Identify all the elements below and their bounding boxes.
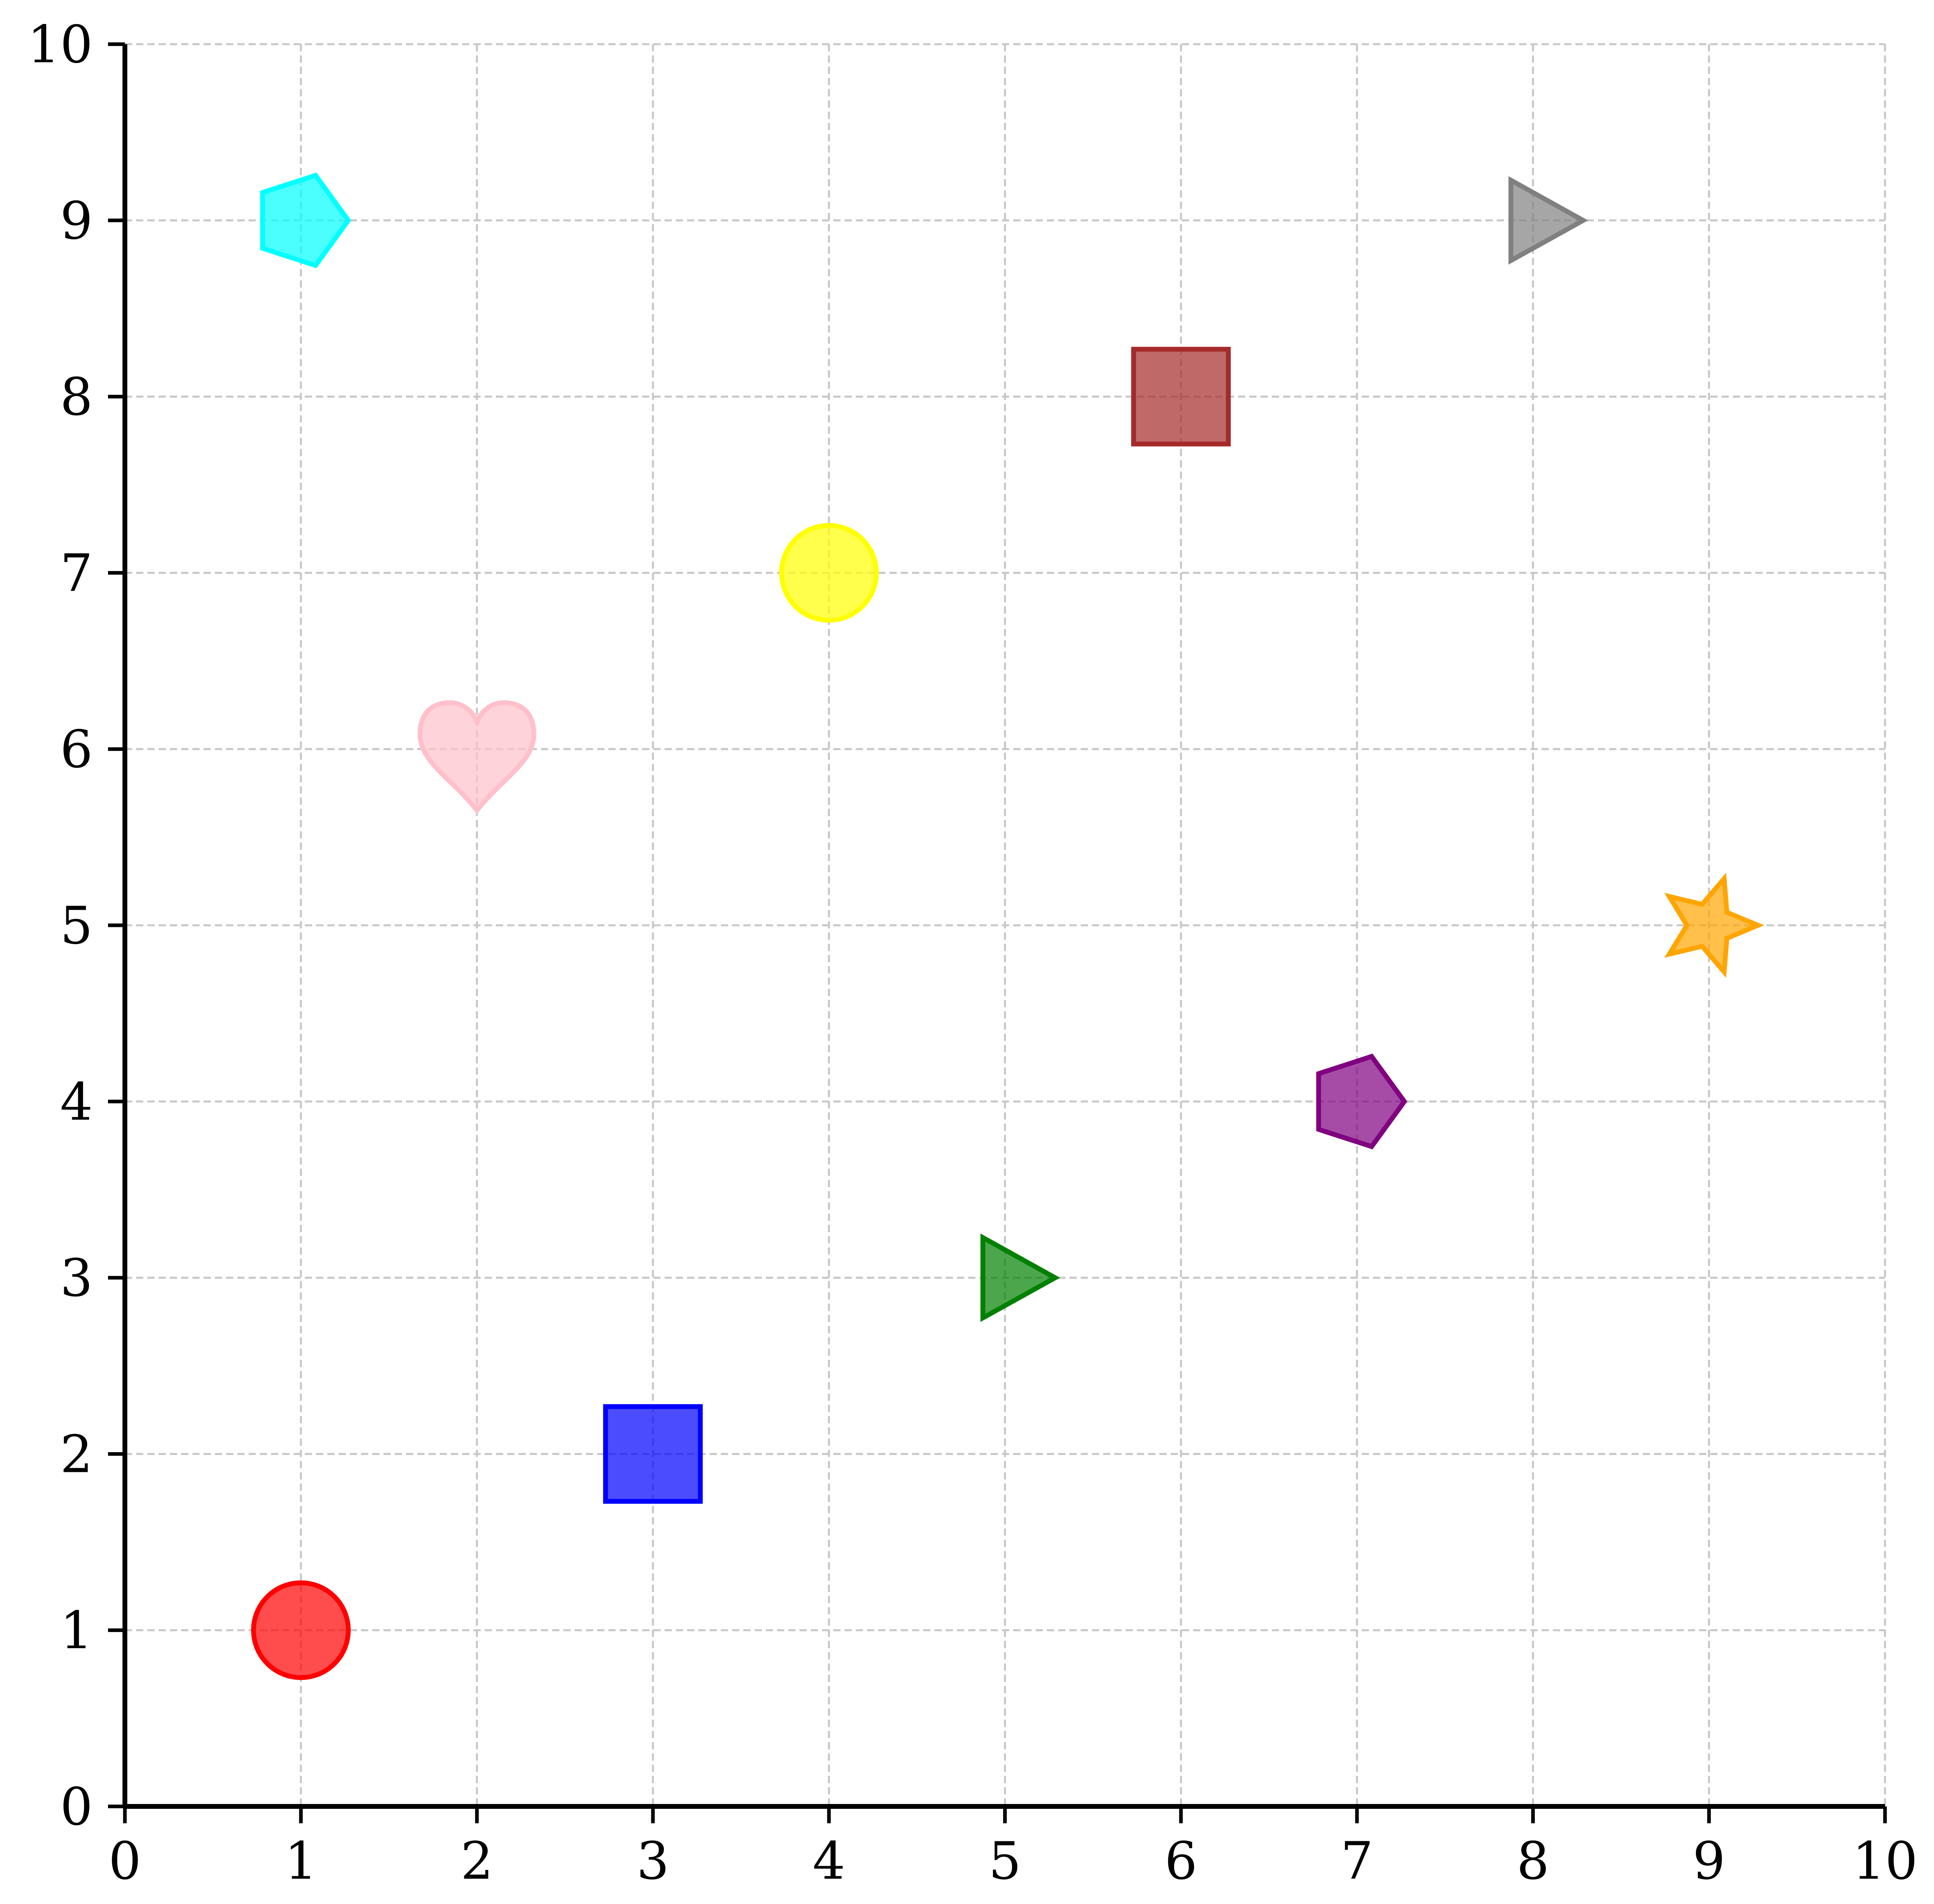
x-tick-label-10: 10	[1852, 1831, 1918, 1891]
marker-square-1	[603, 1404, 703, 1504]
marker-square-7	[1131, 347, 1231, 447]
marker-triangle-2	[980, 1233, 1060, 1322]
marker-heart-5	[417, 700, 537, 814]
y-tick-label-6: 6	[60, 720, 93, 780]
y-tick-label-7: 7	[60, 543, 93, 603]
marker-circle-6	[779, 523, 879, 623]
tick-labels: 0 1 2 3 4 5 6 7 8 9 10 0 1 2 3 4 5 6 7 8 9 10	[27, 15, 1918, 1891]
x-tick-label-7: 7	[1340, 1831, 1373, 1891]
y-tick-label-0: 0	[60, 1777, 93, 1837]
y-tick-label-3: 3	[60, 1249, 93, 1308]
y-tick-label-1: 1	[60, 1601, 93, 1661]
grid-lines	[124, 43, 1886, 1808]
x-tick-label-6: 6	[1165, 1831, 1197, 1891]
x-tick-label-4: 4	[812, 1831, 845, 1891]
x-tick-label-2: 2	[461, 1831, 493, 1891]
marker-circle-0	[251, 1580, 351, 1680]
y-tick-label-9: 9	[60, 191, 93, 251]
markers	[251, 172, 1765, 1680]
x-tick-label-0: 0	[108, 1831, 141, 1891]
marker-triangle-8	[1508, 176, 1588, 265]
x-tick-label-1: 1	[285, 1831, 317, 1891]
y-tick-label-10: 10	[27, 15, 93, 75]
y-tick-label-4: 4	[60, 1072, 93, 1132]
y-tick-label-8: 8	[60, 367, 93, 427]
y-tick-label-2: 2	[60, 1424, 93, 1484]
x-tick-label-9: 9	[1693, 1831, 1725, 1891]
x-tick-label-3: 3	[637, 1831, 669, 1891]
y-tick-label-5: 5	[60, 896, 93, 956]
marker-pentagon-3	[1316, 1053, 1408, 1150]
x-tick-label-8: 8	[1517, 1831, 1549, 1891]
marker-star-4	[1664, 873, 1765, 978]
x-tick-label-5: 5	[989, 1831, 1021, 1891]
marker-pentagon-9	[260, 172, 351, 269]
